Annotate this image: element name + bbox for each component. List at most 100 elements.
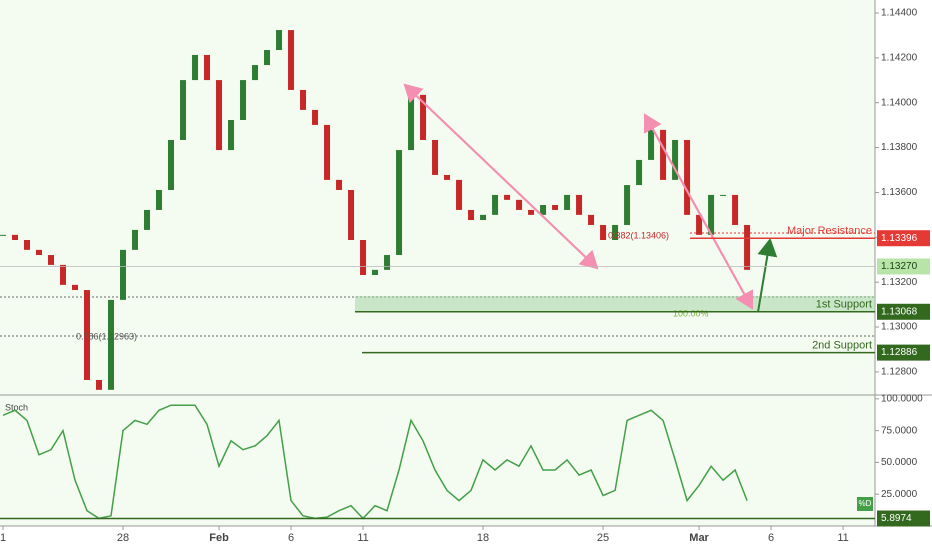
candle: [312, 109, 319, 125]
candle: [576, 194, 583, 215]
stoch-line: [2, 404, 748, 520]
candle: [192, 54, 199, 81]
candle: [108, 299, 115, 390]
candle: [204, 54, 211, 81]
candle: [372, 269, 379, 275]
candle: [420, 94, 427, 140]
candle: [528, 209, 535, 215]
candle: [0, 234, 7, 236]
x-tick-label: 1: [0, 532, 6, 544]
legend-label: %D: [859, 499, 872, 508]
candle: [696, 214, 703, 235]
axis-background: [875, 0, 932, 550]
fib-label: 0.786(1.12963): [76, 331, 137, 341]
price-label: 5.8974: [881, 513, 912, 524]
x-tick-label: 18: [477, 532, 489, 544]
y-tick-label: 1.13000: [881, 322, 918, 333]
candle: [516, 199, 523, 210]
candle: [744, 224, 751, 270]
candle: [444, 174, 451, 180]
candle: [720, 194, 727, 196]
candle: [660, 129, 667, 180]
candle: [540, 205, 547, 215]
candle: [480, 214, 487, 221]
x-tick-label: Feb: [209, 532, 229, 544]
candle: [132, 229, 139, 250]
candle: [120, 249, 127, 300]
candle: [396, 150, 403, 256]
price-label: 1.13396: [881, 233, 918, 244]
candle: [552, 205, 559, 210]
y-tick-label: 1.13800: [881, 142, 918, 153]
candle: [672, 139, 679, 180]
pattern-arrow: [403, 83, 598, 269]
candle: [456, 179, 463, 210]
price-label-box: [877, 344, 930, 361]
price-label: 1.13270: [881, 261, 918, 272]
candle: [84, 290, 91, 380]
candle: [564, 194, 571, 210]
candle: [144, 209, 151, 230]
candle: [228, 120, 235, 151]
candle: [336, 179, 343, 190]
x-tick-label: 28: [117, 532, 129, 544]
y-tick-label: 50.0000: [881, 457, 918, 468]
candle: [504, 194, 511, 200]
price-label-box: [877, 303, 930, 320]
support-zone: [355, 296, 875, 312]
pattern-arrow: [644, 113, 753, 309]
x-tick-label: 11: [357, 532, 368, 544]
y-tick-label: 1.14200: [881, 53, 918, 64]
candle: [96, 379, 103, 390]
candle: [300, 89, 307, 110]
y-tick-label: 25.0000: [881, 489, 918, 500]
candle: [240, 80, 247, 121]
candle: [636, 159, 643, 186]
candle: [588, 214, 595, 225]
x-tick-label: 6: [288, 532, 294, 544]
candle: [156, 189, 163, 210]
candle: [180, 80, 187, 140]
candle: [24, 240, 31, 250]
candle: [600, 224, 607, 241]
candle: [276, 30, 283, 51]
target-arrow: [757, 238, 778, 313]
price-label: 1.13068: [881, 306, 918, 317]
x-tick-label: 25: [597, 532, 609, 544]
candle: [12, 234, 19, 241]
y-tick-label: 1.14400: [881, 8, 918, 19]
legend-box: [857, 497, 873, 511]
fib-label: 100.00%: [673, 308, 709, 318]
candle: [408, 94, 415, 151]
y-tick-label: 75.0000: [881, 425, 918, 436]
price-label-box: [877, 510, 930, 527]
candle: [168, 139, 175, 190]
candle: [252, 65, 259, 81]
candle: [624, 185, 631, 225]
candle: [36, 249, 43, 256]
candle: [264, 50, 271, 66]
y-tick-label: 1.14000: [881, 97, 918, 108]
candle: [360, 240, 367, 275]
candle: [708, 194, 715, 235]
y-tick-label: 100.0000: [881, 393, 923, 404]
x-tick-label: 11: [837, 532, 848, 544]
candle: [384, 255, 391, 270]
candle: [612, 224, 619, 241]
candle: [348, 189, 355, 241]
level-name: Major Resistance: [787, 225, 872, 237]
level-name: 2nd Support: [812, 340, 872, 352]
plot-background: [0, 0, 875, 526]
candle: [432, 139, 439, 175]
indicator-title: Stoch: [5, 402, 28, 412]
y-tick-label: 1.12800: [881, 367, 918, 378]
x-tick-label: 6: [768, 532, 774, 544]
candle: [684, 139, 691, 215]
candle: [492, 194, 499, 215]
candle: [324, 124, 331, 180]
price-label: 1.12886: [881, 347, 918, 358]
y-tick-label: 1.13600: [881, 187, 918, 198]
candle: [732, 194, 739, 225]
candle: [60, 264, 67, 285]
